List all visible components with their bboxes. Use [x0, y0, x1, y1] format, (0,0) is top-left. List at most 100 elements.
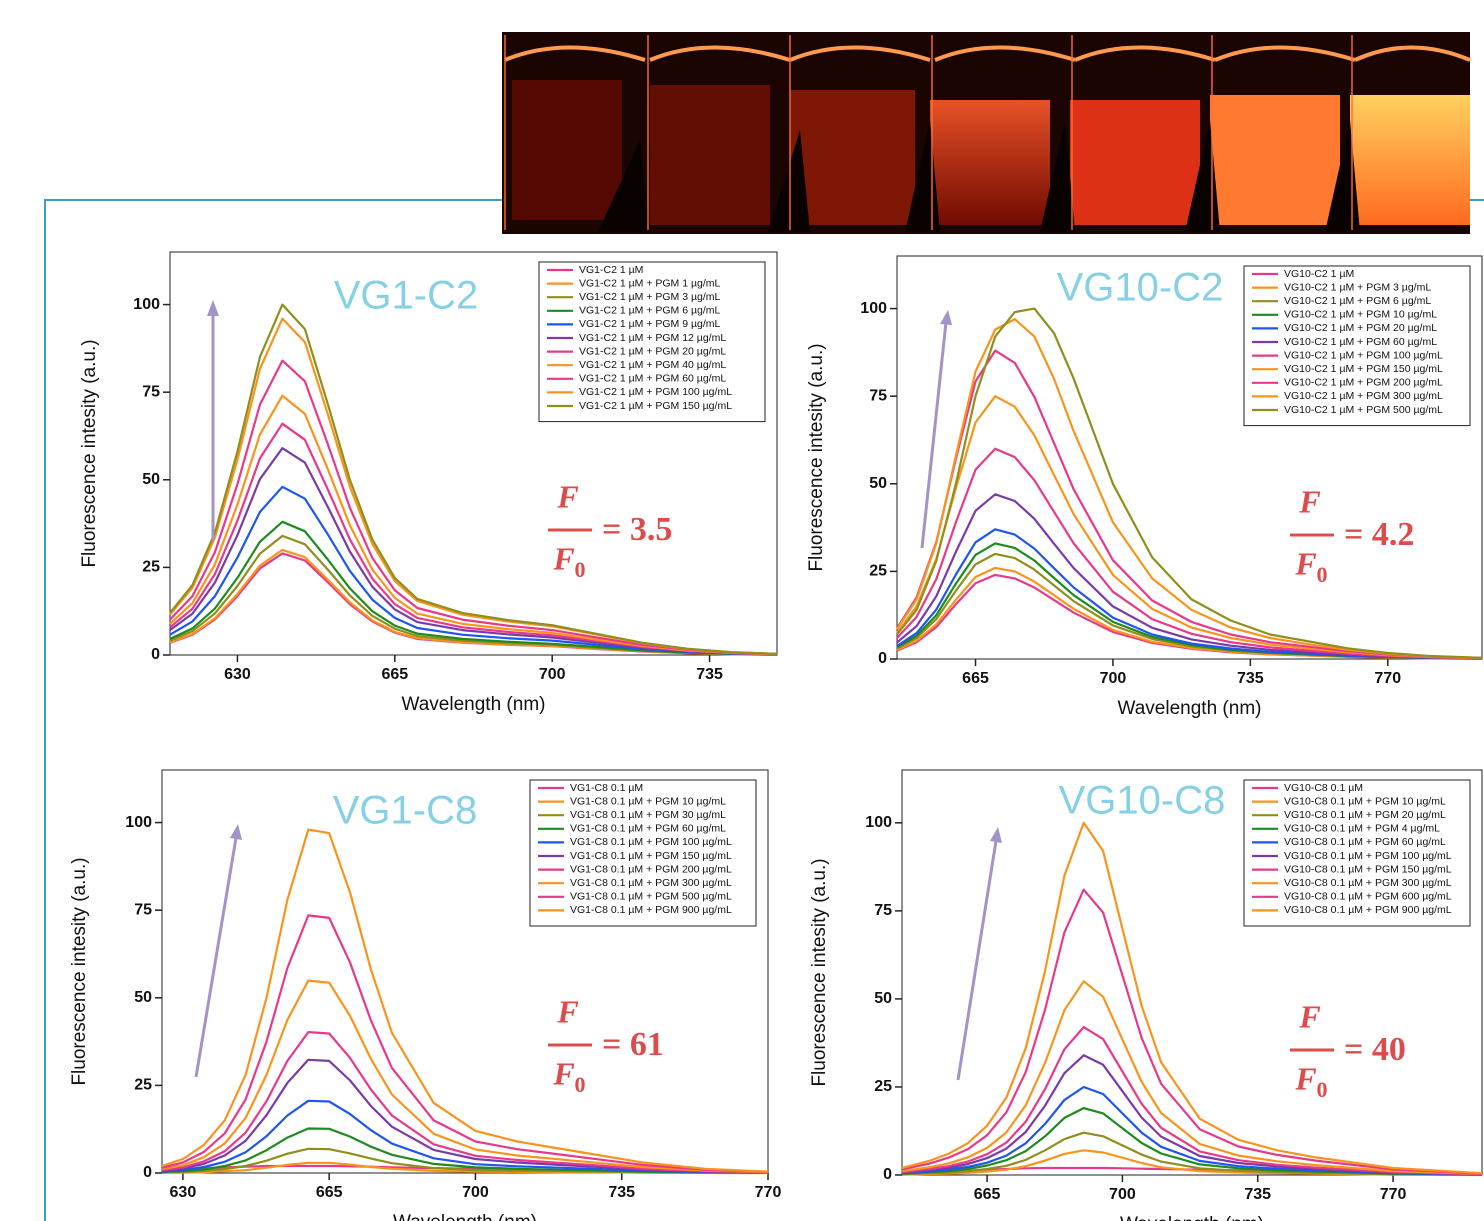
series-line [901, 1107, 1483, 1176]
ratio-denominator: F [1294, 545, 1316, 581]
legend-label: VG1-C2 1 µM + PGM 20 µg/mL [579, 345, 726, 357]
ratio-subscript: 0 [1317, 562, 1328, 587]
sample-label: VG1-C2 [334, 274, 479, 318]
series-line [169, 485, 778, 656]
legend-label: VG1-C2 1 µM + PGM 150 µg/mL [579, 400, 732, 412]
series-line [161, 979, 769, 1174]
legend-label: VG10-C2 1 µM + PGM 60 µg/mL [1284, 336, 1437, 348]
legend-label: VG1-C8 0.1 µM + PGM 10 µg/mL [570, 795, 726, 807]
x-tick-label: 735 [1237, 670, 1264, 687]
y-tick-label: 100 [133, 296, 160, 313]
plot-frame [169, 251, 778, 656]
legend-label: VG1-C2 1 µM + PGM 6 µg/mL [579, 305, 721, 317]
legend-label: VG10-C2 1 µM + PGM 150 µg/mL [1284, 363, 1443, 375]
ratio-numerator: F [556, 993, 578, 1029]
legend-label: VG1-C2 1 µM + PGM 40 µg/mL [579, 359, 726, 371]
chart: 0 25 50 75 100 665 700 735 770 Wavelength (nm) Flu… [809, 769, 1483, 1221]
x-tick-label: 735 [608, 1184, 635, 1201]
legend-label: VG10-C2 1 µM + PGM 20 µg/mL [1284, 322, 1437, 334]
series-line [169, 303, 778, 655]
legend-label: VG1-C2 1 µM [579, 264, 643, 276]
y-axis-title: Fluorescence intesity (a.u.) [806, 343, 827, 571]
ratio-value: = 4.2 [1344, 516, 1414, 553]
x-tick-label: 735 [696, 666, 723, 683]
legend-label: VG10-C8 0.1 µM + PGM 100 µg/mL [1284, 850, 1452, 862]
legend-label: VG10-C2 1 µM + PGM 6 µg/mL [1284, 295, 1431, 307]
x-tick-label: 665 [381, 666, 408, 683]
series-line [901, 980, 1483, 1175]
series-line [161, 1099, 769, 1174]
x-tick-label: 630 [224, 666, 251, 683]
x-tick-label: 770 [1380, 1186, 1407, 1203]
legend-label: VG1-C2 1 µM + PGM 100 µg/mL [579, 386, 732, 398]
legend-label: VG10-C2 1 µM + PGM 3 µg/mL [1284, 281, 1431, 293]
chart: 0 25 50 75 100 630 665 700 735 Wavelength (nm) Flu… [79, 251, 778, 715]
legend-label: VG10-C2 1 µM [1284, 268, 1354, 280]
x-tick-label: 700 [1109, 1186, 1136, 1203]
series-line [896, 395, 1483, 660]
legend-label: VG1-C8 0.1 µM + PGM 900 µg/mL [570, 904, 732, 916]
ratio-numerator: F [556, 478, 578, 514]
legend-box [529, 779, 757, 927]
legend-label: VG10-C2 1 µM + PGM 500 µg/mL [1284, 404, 1443, 416]
series-line [901, 821, 1483, 1175]
legend-label: VG1-C8 0.1 µM + PGM 100 µg/mL [570, 836, 732, 848]
legend-label: VG10-C2 1 µM + PGM 10 µg/mL [1284, 309, 1437, 321]
legend-label: VG10-C8 0.1 µM [1284, 782, 1363, 794]
legend-label: VG10-C8 0.1 µM + PGM 60 µg/mL [1284, 836, 1446, 848]
y-tick-label: 50 [869, 475, 887, 492]
legend-label: VG1-C2 1 µM + PGM 60 µg/mL [579, 373, 726, 385]
sample-label: VG10-C2 [1057, 266, 1224, 310]
y-tick-label: 25 [134, 1077, 152, 1094]
x-axis-title: Wavelength (nm) [402, 694, 546, 715]
x-axis-title: Wavelength (nm) [393, 1212, 537, 1221]
ratio-numerator: F [1298, 483, 1320, 519]
series-line [169, 394, 778, 656]
ratio-denominator: F [552, 1055, 574, 1091]
ratio-value: = 61 [602, 1026, 664, 1063]
y-tick-label: 75 [874, 902, 892, 919]
series-line [161, 828, 769, 1173]
sample-label: VG10-C8 [1059, 779, 1226, 823]
y-tick-label: 25 [874, 1078, 892, 1095]
y-axis-title: Fluorescence intesity (a.u.) [79, 339, 100, 567]
y-tick-label: 100 [125, 814, 152, 831]
legend-label: VG1-C8 0.1 µM + PGM 150 µg/mL [570, 850, 732, 862]
series-line [169, 534, 778, 656]
series-line [896, 307, 1483, 659]
x-tick-label: 700 [539, 666, 566, 683]
series-line [901, 1026, 1483, 1176]
legend-label: VG10-C2 1 µM + PGM 200 µg/mL [1284, 377, 1443, 389]
legend-box [1243, 779, 1471, 927]
series-line [169, 447, 778, 656]
vial-photo [502, 32, 1471, 234]
series-line [161, 1147, 769, 1175]
legend-label: VG1-C8 0.1 µM + PGM 300 µg/mL [570, 877, 732, 889]
legend-label: VG10-C8 0.1 µM + PGM 20 µg/mL [1284, 809, 1446, 821]
series-line [896, 447, 1483, 660]
legend-label: VG10-C8 0.1 µM + PGM 300 µg/mL [1284, 877, 1452, 889]
y-tick-label: 100 [860, 300, 887, 317]
series-line [169, 520, 778, 656]
ratio-denominator: F [1294, 1060, 1316, 1096]
x-tick-label: 700 [1100, 670, 1127, 687]
y-tick-label: 0 [143, 1164, 152, 1181]
y-tick-label: 25 [869, 563, 887, 580]
ratio-numerator: F [1298, 998, 1320, 1034]
legend-label: VG1-C8 0.1 µM + PGM 30 µg/mL [570, 809, 726, 821]
chart: 0 25 50 75 100 665 700 735 770 Wavelength (nm) Flu… [806, 255, 1483, 719]
ratio-subscript: 0 [575, 557, 586, 582]
y-tick-label: 75 [142, 383, 160, 400]
legend-label: VG10-C8 0.1 µM + PGM 150 µg/mL [1284, 863, 1452, 875]
y-tick-label: 75 [134, 901, 152, 918]
plot-frame [901, 769, 1483, 1176]
trend-arrows [194, 300, 1002, 1081]
legend-label: VG1-C8 0.1 µM [570, 782, 643, 794]
y-axis-title: Fluorescence intesity (a.u.) [69, 857, 90, 1085]
legend-label: VG10-C2 1 µM + PGM 100 µg/mL [1284, 349, 1443, 361]
series-line [161, 1127, 769, 1174]
x-tick-label: 770 [1374, 670, 1401, 687]
x-tick-label: 770 [755, 1184, 782, 1201]
